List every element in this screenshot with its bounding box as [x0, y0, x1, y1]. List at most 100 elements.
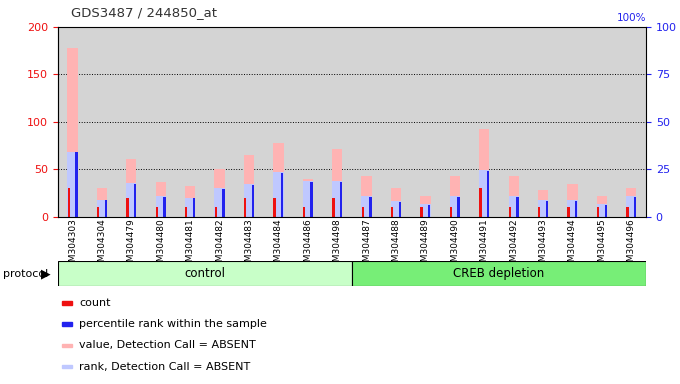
Bar — [597, 196, 607, 217]
Bar — [273, 172, 284, 217]
Bar — [58, 27, 87, 217]
Bar — [440, 27, 470, 217]
Bar — [509, 176, 519, 217]
Bar — [362, 176, 372, 217]
Bar — [235, 27, 264, 217]
Text: CREB depletion: CREB depletion — [454, 267, 545, 280]
Bar — [134, 184, 136, 217]
Bar — [67, 189, 70, 217]
Bar — [538, 207, 541, 217]
Bar — [156, 196, 166, 217]
Bar — [97, 207, 99, 217]
Bar — [332, 149, 342, 217]
Bar — [126, 198, 129, 217]
Bar — [58, 261, 352, 286]
Bar — [244, 198, 246, 217]
Bar — [185, 198, 195, 217]
Bar — [558, 27, 588, 217]
Bar — [369, 197, 371, 217]
Bar — [567, 200, 577, 217]
Bar — [293, 27, 322, 217]
Bar — [97, 200, 107, 217]
Bar — [156, 207, 158, 217]
Bar — [420, 204, 430, 217]
Bar — [67, 48, 78, 217]
Bar — [398, 202, 401, 217]
Bar — [303, 181, 313, 217]
Bar — [244, 155, 254, 217]
Bar — [479, 170, 490, 217]
Bar — [214, 169, 224, 217]
Bar — [538, 200, 548, 217]
Bar — [97, 189, 107, 217]
Bar — [588, 27, 617, 217]
Bar — [528, 27, 558, 217]
Bar — [546, 201, 548, 217]
Bar — [626, 196, 636, 217]
Bar — [215, 207, 217, 217]
Bar — [391, 207, 393, 217]
Bar — [340, 182, 342, 217]
Bar — [597, 204, 607, 217]
Bar — [273, 143, 284, 217]
Bar — [469, 27, 499, 217]
Bar — [332, 181, 342, 217]
Bar — [244, 184, 254, 217]
Bar — [214, 189, 224, 217]
Bar — [117, 27, 146, 217]
Bar — [205, 27, 234, 217]
Bar — [509, 207, 511, 217]
Bar — [264, 27, 293, 217]
Bar — [362, 196, 372, 217]
Bar — [362, 207, 364, 217]
Bar — [62, 365, 72, 369]
Bar — [273, 198, 275, 217]
Bar — [499, 27, 528, 217]
Bar — [322, 27, 352, 217]
Bar — [75, 152, 78, 217]
Text: GDS3487 / 244850_at: GDS3487 / 244850_at — [71, 6, 218, 19]
Bar — [411, 27, 440, 217]
Bar — [568, 207, 570, 217]
Bar — [126, 183, 137, 217]
Bar — [62, 323, 72, 326]
Bar — [381, 27, 411, 217]
Bar — [479, 129, 490, 217]
Text: ▶: ▶ — [41, 267, 50, 280]
Bar — [352, 27, 381, 217]
Bar — [281, 173, 284, 217]
Bar — [597, 207, 599, 217]
Bar — [479, 189, 481, 217]
Bar — [185, 207, 188, 217]
Bar — [487, 171, 489, 217]
Bar — [105, 200, 107, 217]
Bar — [634, 197, 636, 217]
Bar — [87, 27, 117, 217]
Bar — [252, 185, 254, 217]
Bar — [193, 198, 195, 217]
Bar — [516, 197, 519, 217]
Bar — [450, 207, 452, 217]
Bar — [156, 182, 166, 217]
Text: percentile rank within the sample: percentile rank within the sample — [80, 319, 267, 329]
Text: rank, Detection Call = ABSENT: rank, Detection Call = ABSENT — [80, 362, 251, 372]
Bar — [185, 185, 195, 217]
Bar — [175, 27, 205, 217]
Bar — [509, 196, 519, 217]
Bar — [605, 205, 607, 217]
Bar — [311, 182, 313, 217]
Bar — [303, 179, 313, 217]
Bar — [146, 27, 175, 217]
Bar — [420, 196, 430, 217]
Bar — [62, 344, 72, 348]
Text: protocol: protocol — [3, 268, 49, 279]
Bar — [617, 27, 646, 217]
Bar — [428, 205, 430, 217]
Bar — [449, 176, 460, 217]
Bar — [62, 301, 72, 305]
Text: control: control — [184, 267, 225, 280]
Bar — [163, 197, 166, 217]
Bar — [67, 152, 78, 217]
Bar — [391, 201, 401, 217]
Bar — [626, 189, 636, 217]
